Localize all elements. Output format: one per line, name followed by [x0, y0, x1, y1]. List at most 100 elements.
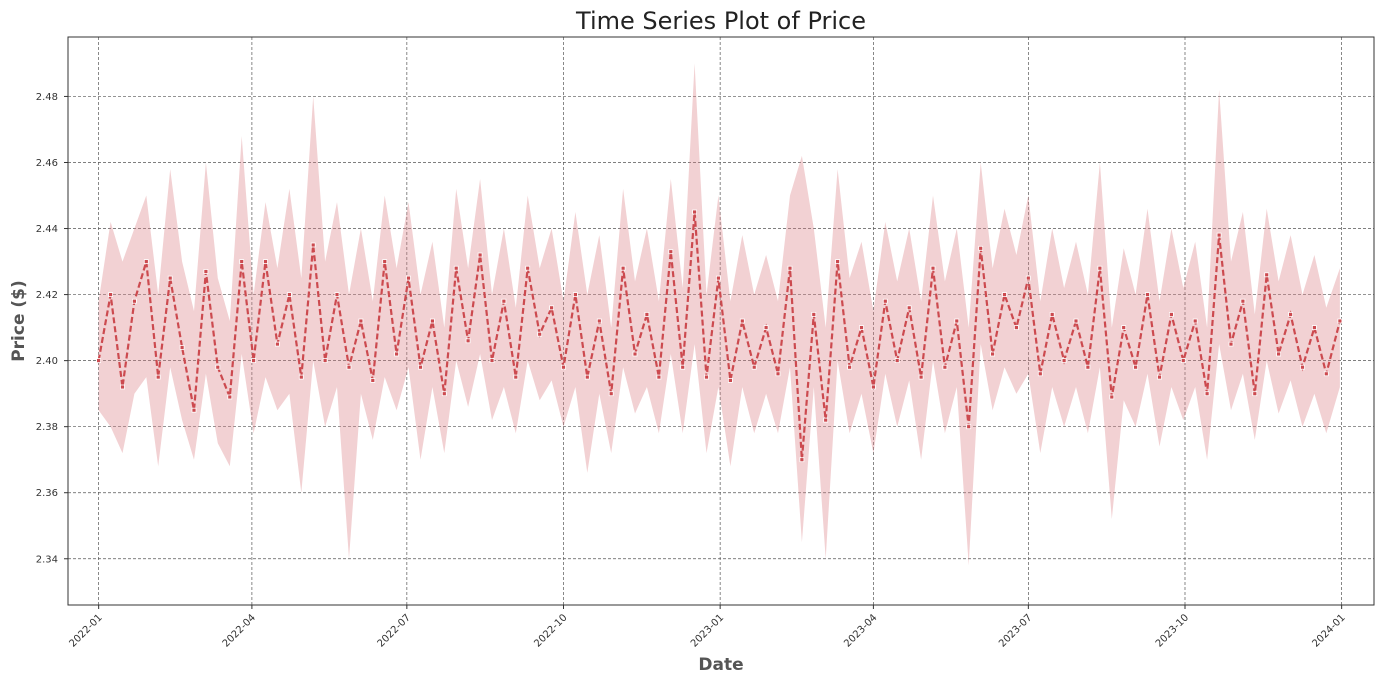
data-point-75 [990, 351, 995, 357]
data-point-72 [954, 318, 960, 324]
data-point-102 [1312, 325, 1317, 331]
data-point-52 [716, 275, 721, 281]
data-point-101 [1300, 364, 1305, 370]
data-point-10 [215, 364, 221, 370]
data-point-8 [191, 407, 197, 413]
data-point-60 [811, 311, 817, 317]
data-point-100 [1288, 311, 1293, 317]
data-point-68 [906, 305, 912, 311]
data-point-14 [263, 259, 268, 265]
x-tick-label-4: 2023-01 [689, 612, 726, 649]
x-tick-label-1: 2022-04 [221, 612, 258, 649]
data-point-49 [680, 364, 686, 370]
data-point-51 [704, 374, 709, 380]
x-tick-label-7: 2023-10 [1154, 612, 1191, 649]
data-point-26 [406, 275, 411, 281]
data-point-99 [1276, 351, 1281, 357]
y-tick-label-5: 2.44 [36, 224, 58, 235]
x-tick-label-8: 2024-01 [1310, 612, 1347, 649]
plot-frame [67, 36, 1375, 606]
data-point-54 [739, 318, 745, 324]
data-point-9 [203, 269, 209, 274]
data-point-7 [179, 344, 185, 350]
data-point-53 [728, 377, 733, 383]
data-point-25 [394, 351, 400, 357]
data-point-2 [120, 384, 125, 390]
y-tick-label-0: 2.34 [36, 554, 58, 565]
x-tick-label-6: 2023-07 [997, 612, 1034, 649]
data-point-57 [775, 371, 781, 377]
data-point-66 [882, 298, 888, 304]
x-tick-label-0: 2022-01 [67, 612, 104, 649]
data-point-50 [692, 209, 697, 215]
x-axis-ticks: 2022-01 2022-04 2022-07 2022-10 2023-01 2023-… [67, 605, 1348, 650]
data-point-3 [131, 298, 137, 304]
data-point-16 [286, 292, 292, 298]
data-point-86 [1121, 325, 1127, 331]
data-point-47 [656, 374, 662, 380]
data-point-76 [1002, 292, 1007, 298]
data-point-20 [334, 292, 340, 298]
data-point-22 [358, 318, 364, 324]
data-point-83 [1085, 364, 1091, 370]
data-point-78 [1025, 275, 1031, 281]
y-axis-label: Price ($) [9, 280, 29, 362]
data-point-94 [1216, 232, 1222, 238]
data-point-55 [751, 364, 757, 370]
x-tick-label-5: 2023-04 [842, 612, 879, 649]
data-point-1 [108, 292, 113, 298]
data-point-28 [429, 318, 435, 324]
data-point-89 [1157, 374, 1162, 380]
y-tick-label-4: 2.42 [36, 290, 58, 301]
data-point-24 [382, 259, 388, 265]
data-point-12 [239, 259, 245, 265]
data-point-4 [143, 259, 149, 265]
x-tick-label-3: 2022-10 [532, 612, 569, 649]
data-point-92 [1192, 318, 1198, 324]
data-point-42 [596, 318, 602, 324]
data-point-40 [573, 292, 578, 298]
data-point-91 [1180, 358, 1186, 364]
data-point-73 [966, 424, 972, 430]
data-point-58 [787, 265, 793, 271]
data-point-30 [453, 265, 459, 271]
data-point-62 [835, 259, 840, 265]
data-point-84 [1097, 265, 1103, 271]
data-point-37 [537, 331, 543, 337]
y-tick-label-7: 2.48 [36, 92, 58, 103]
data-point-96 [1240, 298, 1246, 304]
y-tick-label-3: 2.40 [36, 356, 58, 367]
data-point-0 [96, 358, 101, 364]
data-point-15 [274, 341, 280, 347]
data-point-17 [298, 374, 304, 380]
data-point-59 [799, 457, 805, 463]
data-point-56 [763, 325, 769, 331]
data-point-63 [847, 364, 852, 370]
data-point-87 [1133, 364, 1138, 370]
data-point-21 [346, 364, 352, 370]
data-point-71 [942, 364, 948, 370]
data-point-65 [871, 384, 876, 390]
data-point-79 [1037, 371, 1043, 377]
data-point-48 [668, 249, 674, 255]
data-point-36 [525, 265, 531, 271]
data-point-80 [1049, 311, 1055, 317]
x-axis-label: Date [698, 655, 743, 675]
data-point-6 [167, 275, 173, 281]
confidence-band-layer [98, 63, 1340, 566]
data-point-32 [477, 252, 483, 258]
data-point-103 [1323, 371, 1329, 377]
data-point-13 [251, 358, 257, 364]
y-tick-label-6: 2.46 [36, 158, 58, 169]
data-point-45 [632, 351, 638, 357]
x-tick-label-2: 2022-07 [376, 612, 413, 649]
data-point-33 [489, 358, 495, 364]
y-tick-label-2: 2.38 [36, 422, 58, 433]
data-point-74 [978, 245, 984, 251]
data-point-38 [549, 305, 554, 311]
data-point-31 [465, 338, 471, 344]
data-point-90 [1169, 311, 1174, 317]
data-point-97 [1252, 391, 1258, 397]
data-point-70 [930, 265, 936, 271]
